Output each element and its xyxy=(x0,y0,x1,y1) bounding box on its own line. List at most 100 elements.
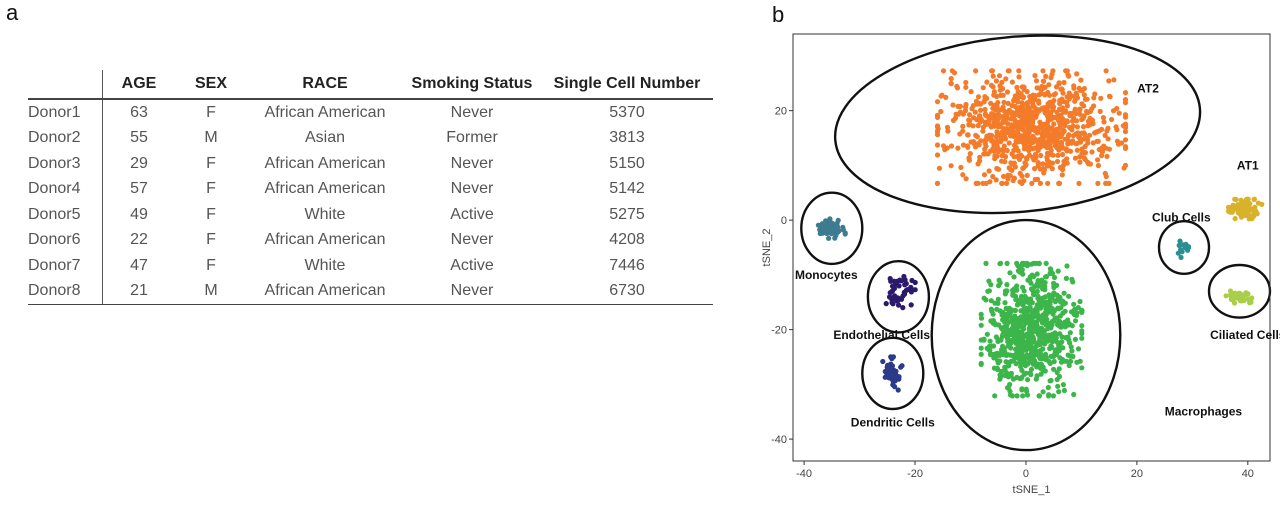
scatter-point xyxy=(1052,115,1058,121)
scatter-point xyxy=(934,99,941,105)
scatter-point xyxy=(982,146,988,152)
scatter-point xyxy=(1175,250,1181,256)
scatter-point xyxy=(982,111,988,117)
scatter-point xyxy=(1027,105,1033,111)
scatter-point xyxy=(1002,364,1008,370)
scatter-point xyxy=(1072,155,1078,161)
scatter-point xyxy=(1012,307,1018,314)
scatter-point xyxy=(986,168,992,174)
scatter-point xyxy=(997,260,1004,266)
scatter-point xyxy=(1054,158,1061,165)
scatter-point xyxy=(1011,274,1017,280)
scatter-point xyxy=(1035,340,1041,346)
table-cell-sex: F xyxy=(206,205,216,223)
scatter-point xyxy=(1013,122,1019,128)
scatter-point xyxy=(1050,152,1056,158)
scatter-point xyxy=(1021,288,1027,294)
scatter-point xyxy=(1017,132,1023,139)
table-cell-age: 47 xyxy=(130,256,148,274)
scatter-point xyxy=(1079,365,1085,371)
table-cell-smoking-status: Never xyxy=(450,103,494,121)
scatter-point xyxy=(1034,288,1040,294)
table-cell-donor: Donor3 xyxy=(28,151,103,177)
scatter-point xyxy=(1040,68,1046,74)
scatter-point xyxy=(996,322,1002,328)
cluster-points-endothelial-cells xyxy=(883,273,918,311)
scatter-point xyxy=(1071,301,1077,307)
scatter-point xyxy=(1245,291,1251,297)
x-axis-label: tSNE_1 xyxy=(1013,484,1051,496)
scatter-point xyxy=(1021,84,1027,90)
scatter-point xyxy=(1014,154,1020,160)
scatter-point xyxy=(978,311,984,317)
scatter-point xyxy=(977,107,984,113)
scatter-point xyxy=(1041,167,1047,173)
scatter-point xyxy=(1055,383,1061,389)
table-cell-smoking-status: Active xyxy=(450,256,494,274)
x-tick-label: -20 xyxy=(907,468,923,480)
scatter-point xyxy=(1069,323,1075,329)
scatter-point xyxy=(827,217,833,223)
scatter-point xyxy=(1000,136,1006,142)
scatter-point xyxy=(1225,204,1232,210)
scatter-point xyxy=(1111,77,1117,83)
scatter-point xyxy=(1036,92,1042,98)
scatter-point xyxy=(964,143,971,149)
scatter-point xyxy=(1054,282,1060,288)
scatter-point xyxy=(1075,346,1082,352)
scatter-point xyxy=(1032,284,1038,290)
scatter-point xyxy=(893,368,899,374)
table-cell-donor: Donor7 xyxy=(28,253,103,279)
scatter-point xyxy=(1122,112,1129,118)
scatter-point xyxy=(985,288,991,294)
scatter-point xyxy=(1095,157,1101,163)
scatter-point xyxy=(978,351,984,357)
scatter-point xyxy=(1077,133,1083,139)
table-header-smoking-status: Smoking Status xyxy=(403,70,541,100)
cluster-label-macrophages: Macrophages xyxy=(1165,405,1243,419)
scatter-point xyxy=(982,138,989,144)
cluster-ellipse-club-cells xyxy=(1157,219,1211,275)
scatter-point xyxy=(1253,210,1259,216)
scatter-point xyxy=(880,358,886,365)
scatter-point xyxy=(1100,115,1106,121)
scatter-point xyxy=(1026,325,1032,331)
table-cell-sex: F xyxy=(206,180,216,198)
scatter-point xyxy=(991,343,997,349)
scatter-point xyxy=(1051,121,1057,127)
table-cell-donor: Donor4 xyxy=(28,176,103,202)
scatter-point xyxy=(889,296,895,302)
scatter-point xyxy=(1053,84,1060,90)
scatter-point xyxy=(1066,90,1072,96)
scatter-point xyxy=(1032,109,1038,115)
scatter-point xyxy=(1050,68,1056,74)
scatter-point xyxy=(895,296,901,302)
table-cell-sex: F xyxy=(206,154,216,172)
scatter-point xyxy=(1105,136,1111,142)
scatter-point xyxy=(1049,160,1056,166)
table-cell-smoking-status: Never xyxy=(450,180,494,198)
scatter-point xyxy=(988,306,994,312)
scatter-point xyxy=(1057,164,1063,171)
scatter-point xyxy=(1057,344,1063,350)
scatter-point xyxy=(1067,330,1073,336)
scatter-point xyxy=(1047,301,1053,307)
scatter-point xyxy=(1042,287,1048,293)
scatter-point xyxy=(984,79,990,85)
scatter-point xyxy=(892,374,898,380)
table-cell-single-cell-number: 5275 xyxy=(609,205,645,223)
scatter-point xyxy=(887,276,893,282)
scatter-point xyxy=(1035,329,1041,335)
scatter-point xyxy=(1249,216,1255,222)
scatter-point xyxy=(1233,196,1239,203)
scatter-point xyxy=(1051,352,1057,358)
scatter-point xyxy=(1020,393,1026,399)
scatter-point xyxy=(1060,151,1066,158)
scatter-point xyxy=(1008,340,1014,346)
scatter-point xyxy=(1055,131,1061,137)
cluster-label-monocytes: Monocytes xyxy=(795,268,858,282)
table-cell-smoking-status: Active xyxy=(450,205,494,223)
scatter-point xyxy=(898,278,904,284)
scatter-point xyxy=(994,112,1000,118)
scatter-point xyxy=(1014,374,1020,380)
